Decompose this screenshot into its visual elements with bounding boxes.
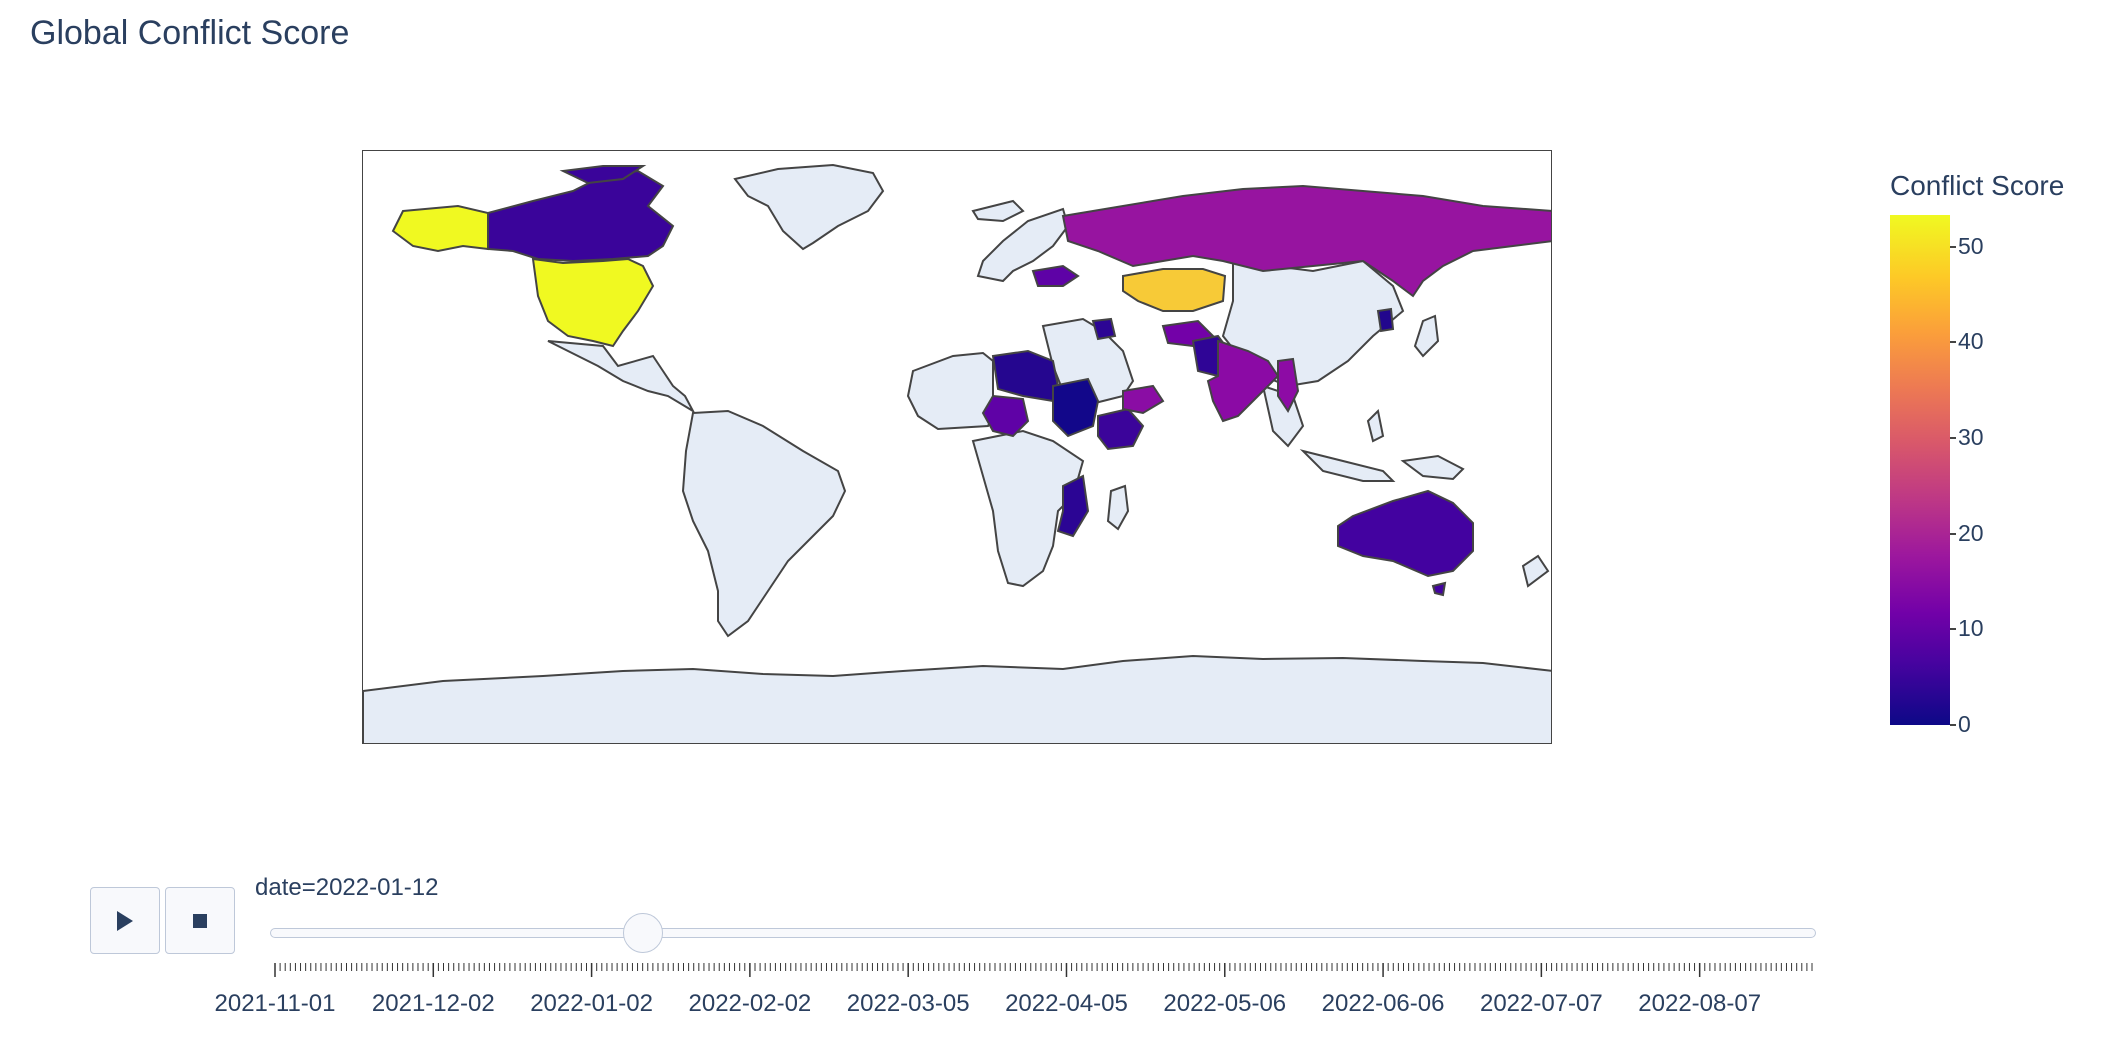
colorbar-tick: 0 (1950, 711, 1971, 737)
region-nigeria (981, 394, 1030, 438)
conflict-regions[interactable] (391, 165, 1552, 597)
region-yemen (1122, 384, 1165, 415)
slider-tick-label[interactable]: 2022-01-02 (530, 990, 653, 1017)
slider-tick-label[interactable]: 2021-11-01 (214, 990, 336, 1017)
region-russia (1061, 184, 1551, 298)
slider-tick-label[interactable]: 2022-08-07 (1638, 990, 1762, 1017)
region-kazakhstan (1122, 268, 1227, 312)
chart-title: Global Conflict Score (30, 14, 350, 52)
region-canada-arctic (559, 165, 647, 185)
slider-tick-label[interactable]: 2022-05-06 (1163, 990, 1287, 1017)
play-icon (117, 910, 133, 931)
stop-icon (193, 913, 207, 928)
region-libya (991, 349, 1060, 403)
region-ukraine (1031, 264, 1080, 287)
slider-tick-label[interactable]: 2022-07-07 (1479, 990, 1603, 1017)
region-north-korea (1376, 307, 1395, 333)
region-india (1206, 339, 1280, 423)
play-button[interactable] (90, 887, 160, 954)
slider-tick-label[interactable]: 2022-02-02 (688, 990, 812, 1017)
stop-button[interactable] (165, 887, 235, 954)
slider-tick-label[interactable]: 2021-12-02 (371, 990, 495, 1017)
region-alaska (391, 204, 489, 253)
region-united-states (531, 257, 655, 348)
slider-handle[interactable] (622, 913, 663, 953)
region-canada (487, 169, 675, 263)
region-sudan (1052, 377, 1100, 438)
region-ethiopia (1097, 407, 1145, 451)
region-syria (1091, 317, 1117, 341)
slider-tick-label[interactable]: 2022-03-05 (846, 990, 970, 1017)
colorbar-tick: 20 (1950, 520, 1984, 546)
colorbar-tick: 40 (1950, 328, 1984, 354)
region-tasmania (1431, 581, 1447, 597)
slider-current-value: date=2022-01-12 (255, 874, 439, 901)
slider-ticks (274, 963, 1813, 977)
colorbar-tick: 10 (1950, 615, 1984, 641)
world-map[interactable] (362, 150, 1552, 744)
map-svg[interactable] (363, 151, 1552, 744)
colorbar-tick: 30 (1950, 424, 1984, 450)
slider-rail[interactable] (270, 928, 1816, 938)
colorbar-tick: 50 (1950, 233, 1984, 259)
colorbar (1890, 215, 1950, 725)
colorbar-title: Conflict Score (1890, 170, 2065, 201)
slider-tick-label[interactable]: 2022-04-05 (1005, 990, 1128, 1017)
slider-tick-label[interactable]: 2022-06-06 (1321, 990, 1445, 1017)
region-mozambique (1056, 474, 1090, 538)
region-australia (1337, 489, 1474, 578)
region-myanmar (1277, 357, 1300, 413)
